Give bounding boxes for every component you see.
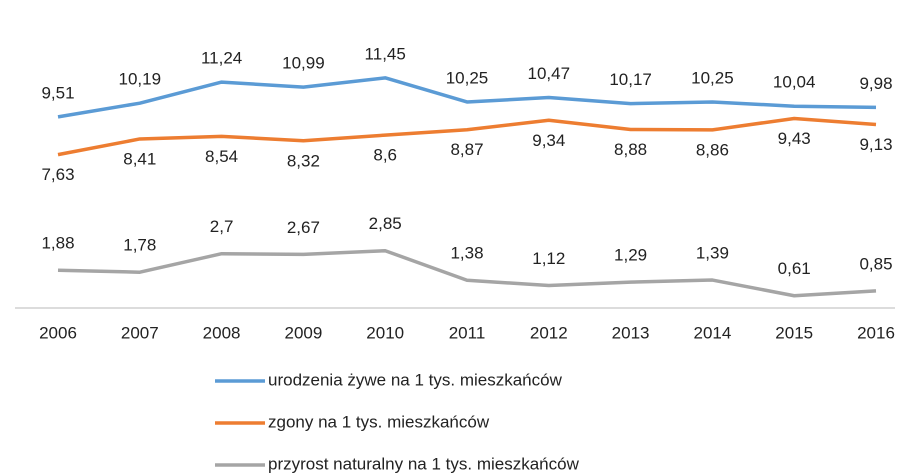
data-label: 9,43 [778,129,811,148]
data-label: 2,85 [369,214,402,233]
data-label: 10,99 [282,54,325,73]
legend-label: przyrost naturalny na 1 tys. mieszkańców [268,454,580,473]
data-label: 8,41 [123,149,156,168]
data-label: 1,29 [614,246,647,265]
x-tick-label: 2006 [39,323,77,342]
x-tick-label: 2012 [530,323,568,342]
data-label: 1,39 [696,244,729,263]
x-tick-label: 2010 [366,323,404,342]
data-label: 9,13 [859,135,892,154]
x-tick-label: 2015 [775,323,813,342]
legend-label: zgony na 1 tys. mieszkańców [268,412,490,431]
data-label: 9,34 [532,131,565,150]
data-label: 8,87 [450,140,483,159]
data-label: 9,98 [859,74,892,93]
data-label: 11,45 [365,44,406,63]
data-label: 10,17 [609,70,652,89]
data-label: 2,67 [287,218,320,237]
data-label: 8,32 [287,151,320,170]
data-label: 1,38 [450,244,483,263]
data-label: 10,25 [691,68,734,87]
x-tick-label: 2014 [693,323,731,342]
data-label: 8,54 [205,147,238,166]
x-tick-label: 2013 [612,323,650,342]
data-label: 10,04 [773,73,816,92]
data-label: 1,88 [41,234,74,253]
x-tick-label: 2009 [284,323,322,342]
data-label: 1,78 [123,236,156,255]
data-label: 10,47 [528,64,571,83]
data-label: 2,7 [210,217,234,236]
data-label: 8,88 [614,140,647,159]
x-tick-label: 2008 [203,323,241,342]
line [57,76,877,119]
line [57,116,877,157]
x-tick-label: 2011 [449,323,486,342]
data-label: 10,25 [446,68,489,87]
data-label: 8,6 [373,146,397,165]
data-label: 11,24 [201,49,242,68]
data-label: 0,85 [859,254,892,273]
data-label: 1,12 [532,249,565,268]
x-tick-label: 2007 [121,323,159,342]
x-tick-label: 2016 [857,323,895,342]
data-label: 0,61 [778,259,811,278]
data-label: 9,51 [41,83,74,102]
legend-label: urodzenia żywe na 1 tys. mieszkańców [268,370,563,389]
line [57,248,877,298]
data-label: 10,19 [119,70,162,89]
data-label: 7,63 [41,165,74,184]
data-label: 8,86 [696,140,729,159]
